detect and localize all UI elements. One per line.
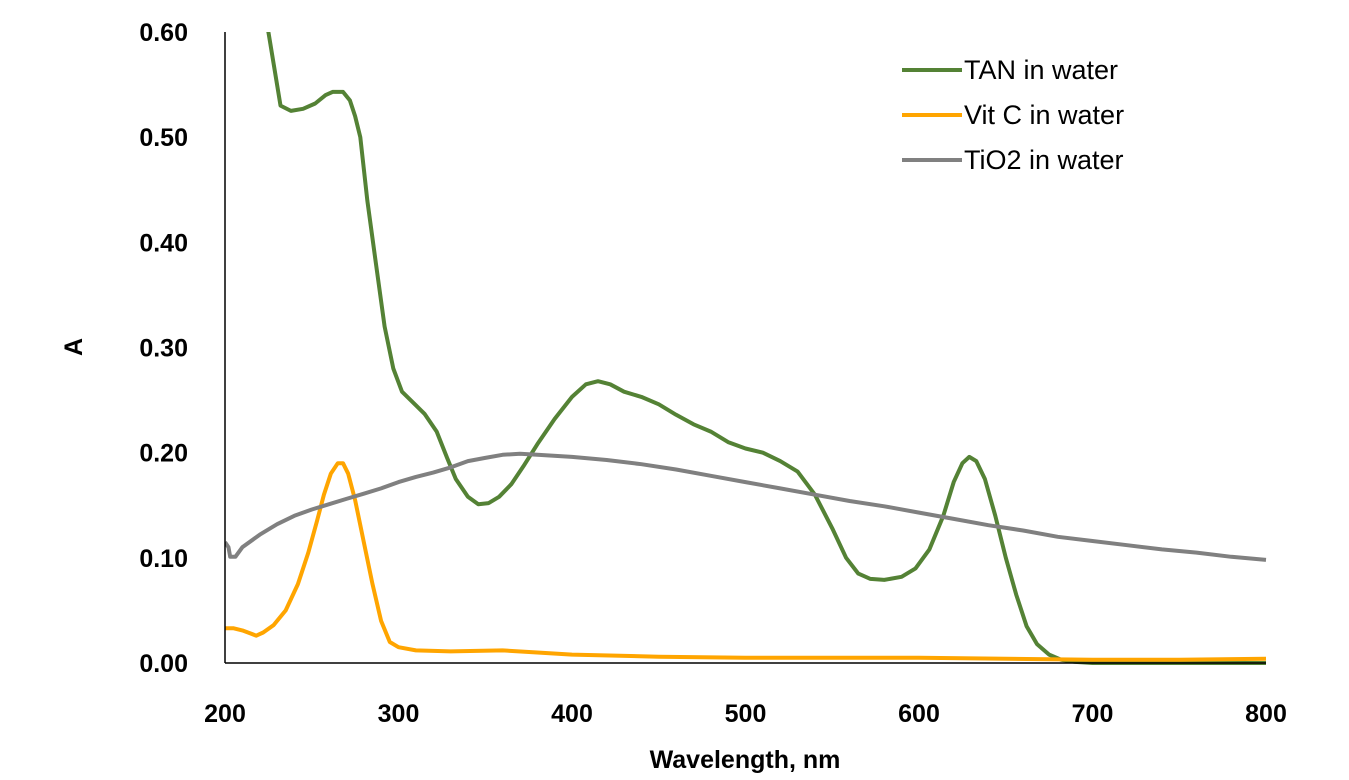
series-line-2 [225, 461, 1267, 662]
legend-label: TAN in water [964, 55, 1118, 85]
x-tick-label: 200 [204, 700, 246, 728]
tick-labels: 200 300 400 500 600 700 800 0.00 0.10 0.20 0.30 0.4… [139, 19, 1287, 728]
axes [224, 32, 1266, 664]
y-tick-label: 0.50 [139, 124, 188, 152]
y-tick-label: 0.10 [139, 545, 188, 573]
series-layer [225, 32, 1267, 665]
x-tick-label: 300 [378, 700, 420, 728]
x-tick-label: 800 [1245, 700, 1287, 728]
series-line-1 [266, 32, 1266, 665]
x-axis-title: Wavelength, nm [650, 746, 841, 774]
y-tick-label: 0.20 [139, 440, 188, 468]
y-tick-label: 0.00 [139, 650, 188, 678]
x-tick-label: 600 [898, 700, 940, 728]
legend: TAN in water Vit C in water TiO2 in water [902, 55, 1124, 175]
y-tick-label: 0.60 [139, 19, 188, 47]
series-line-3 [225, 451, 1267, 562]
legend-label: TiO2 in water [964, 145, 1124, 175]
y-tick-label: 0.30 [139, 335, 188, 363]
x-tick-label: 500 [725, 700, 767, 728]
legend-label: Vit C in water [964, 100, 1124, 130]
y-tick-label: 0.40 [139, 229, 188, 257]
x-tick-label: 400 [551, 700, 593, 728]
y-axis-title: A [60, 338, 88, 356]
x-tick-label: 700 [1072, 700, 1114, 728]
